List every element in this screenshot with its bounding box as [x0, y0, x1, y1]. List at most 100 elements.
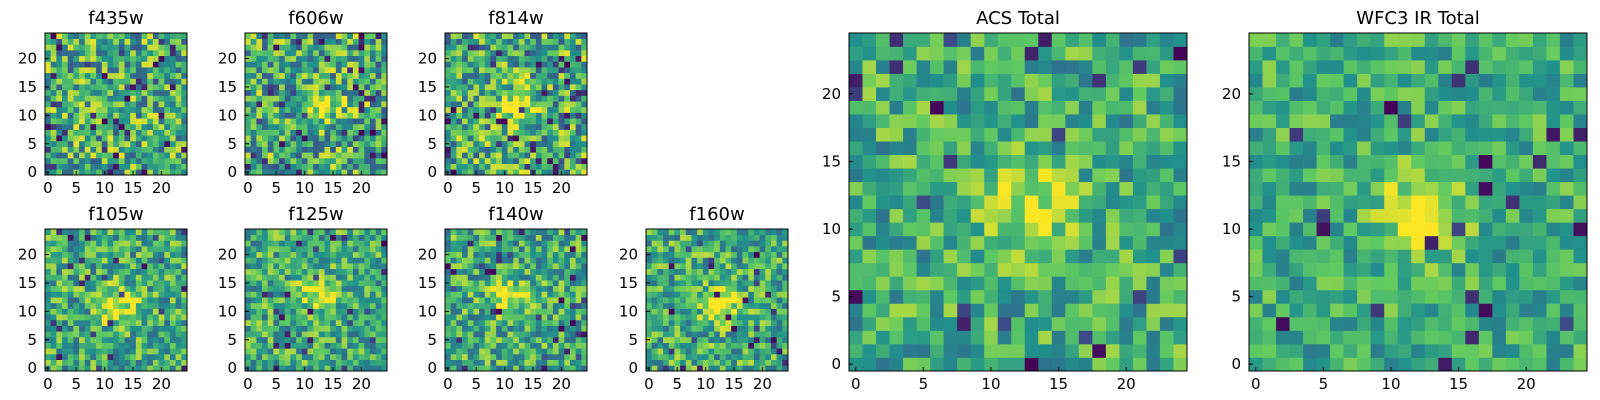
- heatmap-cell: [341, 348, 348, 355]
- heatmap-cell: [970, 154, 985, 169]
- heatmap-cell: [318, 50, 325, 57]
- heatmap-cell: [876, 235, 890, 250]
- heatmap-cell: [456, 84, 463, 91]
- heatmap-cell: [685, 246, 692, 253]
- heatmap-cell: [748, 234, 755, 241]
- heatmap-cell: [467, 280, 474, 287]
- heatmap-cell: [96, 234, 103, 241]
- heatmap-cell: [473, 257, 480, 264]
- heatmap-cell: [445, 348, 452, 355]
- heatmap-cell: [524, 44, 531, 51]
- heatmap-cell: [164, 146, 171, 153]
- heatmap-cell: [462, 257, 469, 264]
- heatmap-cell: [358, 123, 365, 130]
- heatmap-cell: [456, 308, 463, 315]
- heatmap-cell: [147, 319, 154, 326]
- heatmap-cell: [997, 208, 1012, 223]
- heatmap-cell: [130, 95, 137, 102]
- heatmap-cell: [1132, 168, 1147, 183]
- heatmap-cell: [79, 33, 86, 40]
- heatmap-cell: [290, 89, 297, 96]
- heatmap-cell: [62, 291, 69, 298]
- heatmap-cell: [73, 263, 80, 270]
- heatmap-cell: [90, 285, 97, 292]
- heatmap-cell: [473, 33, 480, 40]
- heatmap-cell: [164, 135, 171, 142]
- heatmap-cell: [50, 106, 57, 113]
- heatmap-cell: [581, 353, 588, 360]
- heatmap-cell: [118, 257, 125, 264]
- heatmap-cell: [67, 55, 74, 62]
- heatmap-cell: [490, 44, 497, 51]
- heatmap-cell: [101, 359, 108, 366]
- heatmap-cell: [375, 325, 382, 332]
- heatmap-cell: [569, 308, 576, 315]
- heatmap-cell: [335, 55, 342, 62]
- heatmap-cell: [369, 44, 376, 51]
- heatmap-cell: [181, 55, 188, 62]
- heatmap-cell: [181, 89, 188, 96]
- heatmap-cell: [79, 268, 86, 275]
- heatmap-cell: [164, 342, 171, 349]
- heatmap-cell: [719, 263, 726, 270]
- heatmap-cell: [1092, 141, 1107, 156]
- heatmap-cell: [535, 72, 542, 79]
- heatmap-cell: [352, 302, 359, 309]
- heatmap-cell: [564, 297, 571, 304]
- heatmap-cell: [90, 129, 97, 136]
- heatmap-cell: [997, 154, 1012, 169]
- heatmap-cell: [245, 50, 252, 57]
- heatmap-cell: [759, 319, 766, 326]
- heatmap-cell: [364, 251, 371, 258]
- heatmap-cell: [335, 268, 342, 275]
- heatmap-cell: [674, 268, 681, 275]
- heatmap-cell: [141, 308, 148, 315]
- heatmap-cell: [262, 336, 269, 343]
- panel-title-f140w: f140w: [488, 204, 543, 225]
- heatmap-cell: [1024, 154, 1039, 169]
- heatmap-cell: [547, 123, 554, 130]
- heatmap-cell: [50, 152, 57, 159]
- heatmap-cell: [530, 246, 537, 253]
- heatmap-cell: [301, 101, 308, 108]
- heatmap-cell: [90, 297, 97, 304]
- heatmap-cell: [782, 257, 789, 264]
- heatmap-cell: [107, 229, 114, 236]
- heatmap-cell: [290, 123, 297, 130]
- heatmap-cell: [530, 268, 537, 275]
- heatmap-cell: [290, 348, 297, 355]
- heatmap-cell: [164, 325, 171, 332]
- heatmap-cell: [279, 44, 286, 51]
- heatmap-cell: [541, 342, 548, 349]
- heatmap-cell: [164, 359, 171, 366]
- heatmap-cell: [290, 101, 297, 108]
- heatmap-cell: [501, 112, 508, 119]
- heatmap-cell: [45, 78, 52, 85]
- heatmap-cell: [535, 67, 542, 74]
- heatmap-cell: [118, 169, 125, 176]
- heatmap-cell: [691, 359, 698, 366]
- heatmap-cell: [158, 157, 165, 164]
- heatmap-cell: [273, 152, 280, 159]
- heatmap-cell: [158, 285, 165, 292]
- heatmap-cell: [130, 331, 137, 338]
- heatmap-cell: [273, 268, 280, 275]
- heatmap-cell: [181, 135, 188, 142]
- heatmap-cell: [473, 67, 480, 74]
- heatmap-cell: [347, 129, 354, 136]
- heatmap-cell: [535, 89, 542, 96]
- heatmap-cell: [513, 302, 520, 309]
- heatmap-cell: [646, 353, 653, 360]
- heatmap-cell: [776, 314, 783, 321]
- heatmap-cell: [341, 135, 348, 142]
- heatmap-cell: [753, 251, 760, 258]
- x-tick-label: 20: [152, 375, 171, 393]
- heatmap-cell: [685, 365, 692, 372]
- heatmap-cell: [118, 106, 125, 113]
- heatmap-cell: [513, 229, 520, 236]
- heatmap-cell: [1038, 289, 1053, 304]
- heatmap-cell: [245, 342, 252, 349]
- heatmap-cell: [250, 146, 257, 153]
- heatmap-cell: [296, 67, 303, 74]
- heatmap-cell: [467, 285, 474, 292]
